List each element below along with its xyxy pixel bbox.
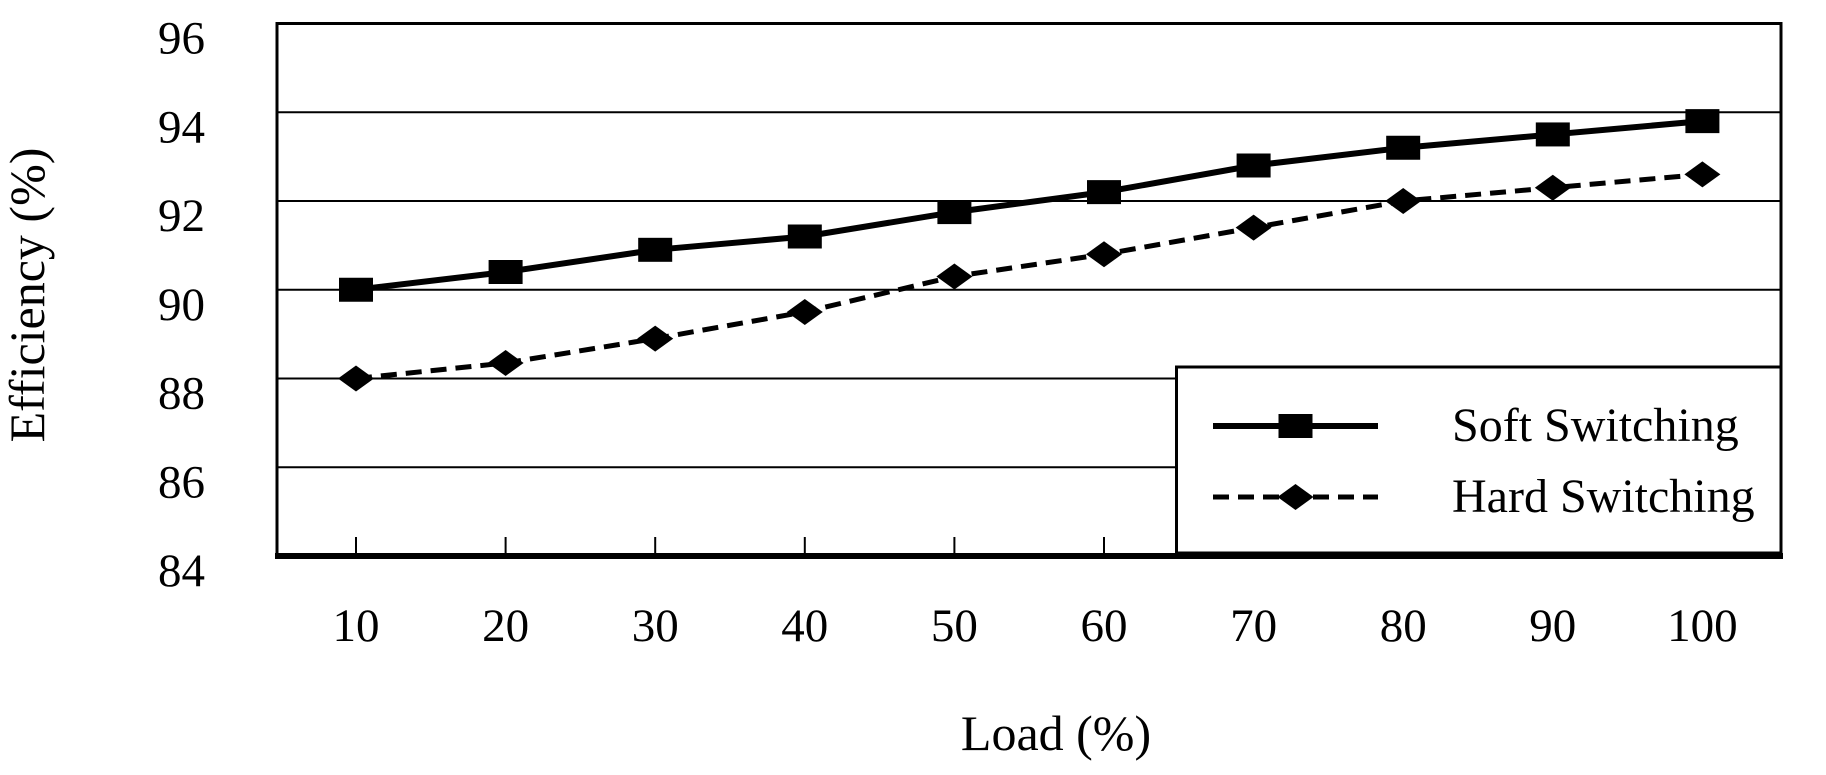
axis-tick-layer: 84 86 88 90 92 94 96 10 20 30 40 50 60 70 80 90 100	[158, 13, 1738, 653]
x-tick-label-70: 70	[1230, 600, 1277, 652]
soft-switching-marker-load-50	[937, 200, 972, 225]
soft-switching-marker-load-90	[1535, 122, 1570, 147]
soft-switching-marker-load-10	[339, 277, 373, 302]
hard-switching-marker-load-40	[786, 298, 823, 325]
series-line-soft-switching	[355, 118, 1703, 293]
hard-switching-marker-load-90	[1534, 174, 1571, 201]
hard-switching-marker-load-30	[637, 325, 674, 352]
soft-switching-marker-load-60	[1087, 180, 1121, 205]
legend: Soft Switching Hard Switching	[1175, 365, 1783, 555]
y-tick-label-96: 96	[158, 13, 205, 65]
legend-box	[1175, 365, 1783, 555]
y-tick-label-86: 86	[158, 456, 205, 508]
legend-item-soft-switching: Soft Switching	[1213, 399, 1739, 452]
y-axis-title: Efficiency (%)	[0, 148, 55, 443]
legend-soft-label: Soft Switching	[1452, 399, 1739, 452]
legend-item-hard-switching: Hard Switching	[1213, 470, 1755, 523]
legend-hard-diamond-marker-icon	[1277, 484, 1314, 510]
series-line-hard-switching	[355, 171, 1703, 381]
x-axis-title: Load (%)	[961, 705, 1151, 761]
x-tick-label-10: 10	[333, 600, 380, 652]
soft-switching-marker-load-80	[1386, 135, 1421, 160]
hard-switching-marker-load-80	[1385, 188, 1422, 214]
hard-switching-marker-load-50	[936, 263, 973, 290]
soft-switching-marker-load-40	[787, 224, 822, 249]
x-tick-label-90: 90	[1529, 600, 1576, 652]
hard-switching-marker-load-60	[1086, 241, 1122, 268]
x-tick-label-60: 60	[1081, 600, 1128, 652]
y-tick-label-84: 84	[158, 545, 205, 597]
y-tick-label-92: 92	[158, 190, 205, 242]
hard-switching-marker-load-20	[487, 349, 524, 376]
soft-switching-marker-load-70	[1236, 153, 1271, 178]
x-tick-label-20: 20	[482, 600, 529, 652]
soft-switching-marker-load-100	[1685, 109, 1720, 134]
hard-switching-marker-load-70	[1235, 214, 1272, 241]
x-tick-label-80: 80	[1380, 600, 1427, 652]
x-tick-label-50: 50	[931, 600, 978, 652]
y-tick-label-94: 94	[158, 101, 205, 153]
x-tick-label-30: 30	[632, 600, 679, 652]
series-layer	[338, 109, 1721, 392]
x-tick-label-40: 40	[781, 600, 828, 652]
y-tick-label-90: 90	[158, 279, 205, 331]
soft-switching-marker-load-30	[638, 237, 673, 262]
soft-switching-marker-load-20	[488, 260, 523, 284]
hard-switching-marker-load-10	[338, 365, 374, 392]
x-tick-label-100: 100	[1667, 600, 1738, 652]
y-tick-label-88: 88	[158, 368, 205, 420]
legend-hard-label: Hard Switching	[1452, 470, 1755, 523]
hard-switching-marker-load-100	[1684, 161, 1721, 188]
legend-soft-square-marker-icon	[1278, 414, 1313, 438]
